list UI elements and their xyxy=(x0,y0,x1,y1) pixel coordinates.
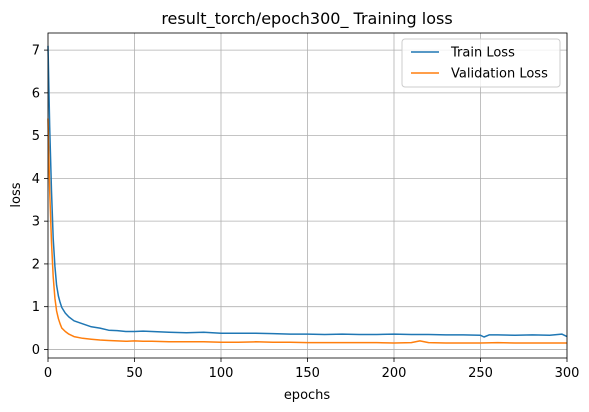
x-tick-label: 0 xyxy=(44,366,52,381)
x-tick-label: 250 xyxy=(468,366,493,381)
y-tick-label: 0 xyxy=(32,343,40,358)
y-tick-label: 1 xyxy=(32,300,40,315)
legend: Train Loss Validation Loss xyxy=(401,38,561,88)
y-tick-label: 7 xyxy=(32,44,40,59)
series-line-train-loss xyxy=(47,45,568,338)
y-tick-label: 4 xyxy=(32,172,40,187)
y-axis-label: loss xyxy=(9,182,24,207)
series-lines xyxy=(47,45,568,344)
series-line-validation-loss xyxy=(47,118,567,344)
legend-label: Validation Loss xyxy=(451,67,548,82)
x-tick-label: 50 xyxy=(126,366,143,381)
y-tick-label: 6 xyxy=(32,86,40,101)
x-tick-label: 300 xyxy=(555,366,580,381)
x-tick-label: 100 xyxy=(209,366,234,381)
y-tick-label: 5 xyxy=(32,129,40,144)
x-tick-label: 200 xyxy=(382,366,407,381)
y-tick-label: 2 xyxy=(32,257,40,272)
legend-box xyxy=(401,38,561,88)
x-tick-label: 150 xyxy=(295,366,320,381)
chart-title: result_torch/epoch300_ Training loss xyxy=(161,9,452,29)
grid xyxy=(47,33,568,358)
y-tick-label: 3 xyxy=(32,215,40,230)
x-axis-label: epochs xyxy=(284,388,331,403)
axis-ticks: 0 50 100 150 200 250 300 0 1 2 3 4 5 6 7 xyxy=(32,44,580,381)
legend-label: Train Loss xyxy=(450,46,515,61)
